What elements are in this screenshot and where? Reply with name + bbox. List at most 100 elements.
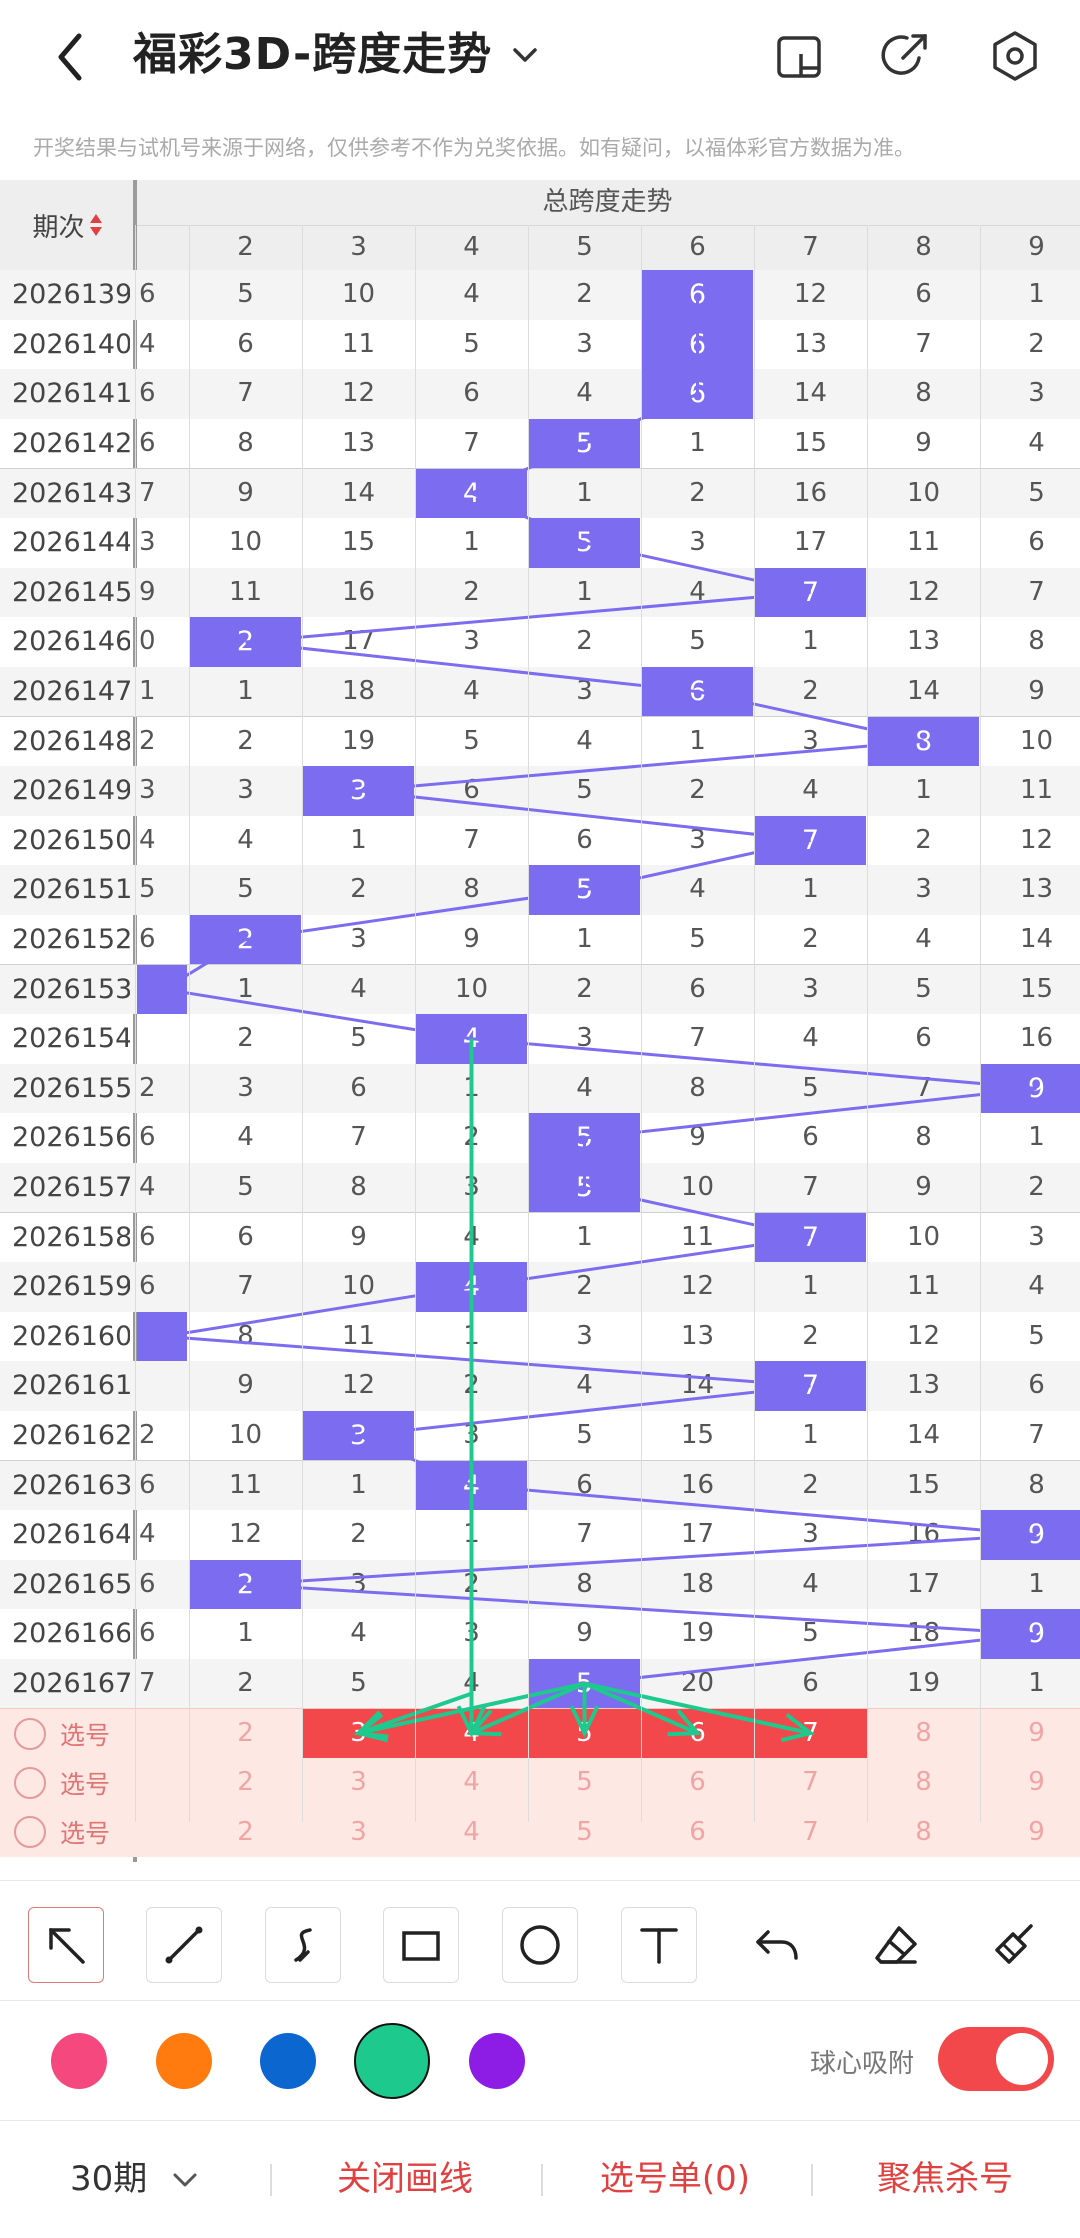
pick-label[interactable]: 选号 (14, 1808, 110, 1858)
pick-number[interactable]: 8 (915, 1816, 932, 1847)
table-row: 2026162 2 10 3 3 5 15 1 14 7 (0, 1410, 1080, 1461)
pick-number[interactable]: 4 (463, 1718, 480, 1749)
back-icon[interactable] (40, 22, 100, 92)
pointer-arrow-icon[interactable] (28, 1907, 104, 1983)
hit-cell: 3 (303, 766, 414, 816)
table-cell: 11 (228, 1470, 263, 1501)
radio-circle-icon[interactable] (14, 1816, 46, 1849)
color-swatch-blue[interactable] (260, 2033, 316, 2089)
pick-number[interactable]: 7 (802, 1816, 819, 1847)
color-picker-row: 球心吸附 (0, 2000, 1080, 2120)
table-cell: 9 (463, 923, 480, 954)
settings-icon[interactable] (987, 28, 1043, 84)
pick-number[interactable]: 3 (350, 1767, 367, 1797)
table-cell: 16 (906, 1519, 941, 1549)
column-divider (867, 225, 868, 1822)
pick-label[interactable]: 选号 (14, 1758, 110, 1808)
table-cell: 2 (915, 824, 932, 855)
period-number: 2026159 (12, 1271, 130, 1302)
pick-list-button[interactable]: 选号单(0) (599, 2159, 751, 2199)
table-cell: 1 (350, 824, 367, 855)
table-cell: 4 (802, 1023, 819, 1053)
pick-number[interactable]: 8 (915, 1767, 932, 1797)
table-cell: 3 (350, 923, 367, 954)
pick-number[interactable]: 5 (576, 1718, 593, 1749)
table-cell: 4 (576, 1370, 593, 1401)
line-icon[interactable] (146, 1907, 222, 1983)
table-cell: 16 (341, 576, 376, 607)
pick-number[interactable]: 4 (463, 1767, 480, 1797)
hit-cell: 6 (642, 270, 753, 320)
period-number: 2026139 (12, 279, 130, 310)
table-row: 2026166 6 1 4 3 9 19 5 18 9 (0, 1609, 1080, 1659)
table-row: 2026143 7 9 14 4 1 2 16 10 5 (0, 468, 1080, 518)
eraser-icon[interactable] (858, 1907, 934, 1983)
pick-label[interactable]: 选号 (14, 1709, 110, 1758)
radio-circle-icon[interactable] (14, 1766, 46, 1799)
color-swatch-green[interactable] (354, 2023, 430, 2099)
table-cell: 3 (1028, 1222, 1045, 1253)
pick-number[interactable]: 9 (1028, 1718, 1045, 1749)
table-cell: 12 (906, 1320, 941, 1351)
pick-number[interactable]: 5 (576, 1767, 593, 1797)
period-header[interactable]: 期次 (0, 180, 135, 270)
period-number: 2026140 (12, 328, 130, 360)
disclaimer-notice: 开奖结果与试机号来源于网络，仅供参考不作为兑奖依据。如有疑问，以福体彩官方数据为… (33, 136, 915, 160)
pick-number[interactable]: 2 (237, 1767, 254, 1797)
clear-brush-icon[interactable] (976, 1907, 1052, 1983)
pick-number[interactable]: 9 (1028, 1816, 1045, 1847)
text-icon[interactable] (621, 1907, 697, 1983)
table-cell: 4 (915, 923, 932, 954)
page-title[interactable]: 福彩3D-跨度走势 (133, 29, 493, 80)
table-cell: 4 (689, 576, 706, 607)
table-cell: 8 (1028, 1470, 1045, 1501)
partial-cell (137, 1014, 187, 1064)
hit-cell: 5 (529, 1113, 640, 1163)
period-number: 2026152 (12, 923, 130, 955)
table-row: 2026154 2 5 4 3 7 4 6 16 (0, 1014, 1080, 1064)
period-number: 2026148 (12, 726, 130, 758)
color-swatch-purple[interactable] (469, 2033, 525, 2089)
pick-number[interactable]: 2 (237, 1718, 254, 1749)
pick-number[interactable]: 2 (237, 1816, 254, 1847)
table-cell: 1 (689, 427, 706, 458)
close-draw-button[interactable]: 关闭画线 (337, 2159, 473, 2199)
rectangle-icon[interactable] (383, 1907, 459, 1983)
pick-number[interactable]: 8 (915, 1718, 932, 1749)
pick-number[interactable]: 9 (1028, 1767, 1045, 1797)
table-cell: 1 (802, 874, 819, 905)
table-cell: 16 (1019, 1023, 1054, 1053)
pick-number[interactable]: 6 (689, 1816, 706, 1847)
pick-number[interactable]: 3 (350, 1718, 367, 1749)
radio-circle-icon[interactable] (14, 1717, 46, 1750)
snap-toggle[interactable] (938, 2027, 1054, 2091)
layout-icon[interactable] (771, 28, 827, 84)
pick-number[interactable]: 6 (689, 1718, 706, 1749)
pick-number[interactable]: 6 (689, 1767, 706, 1797)
undo-icon[interactable] (739, 1907, 815, 1983)
circle-icon[interactable] (502, 1907, 578, 1983)
share-icon[interactable] (877, 28, 933, 84)
table-cell: 4 (350, 1618, 367, 1649)
sort-icon[interactable] (89, 212, 103, 238)
chevron-down-icon[interactable] (505, 35, 545, 75)
chevron-down-icon[interactable] (170, 2165, 200, 2195)
curve-icon[interactable] (265, 1907, 341, 1983)
pick-number[interactable]: 3 (350, 1816, 367, 1847)
table-cell: 8 (1028, 626, 1045, 657)
color-swatch-pink[interactable] (51, 2033, 107, 2089)
period-select[interactable]: 30期 (70, 2159, 148, 2199)
pick-number[interactable]: 4 (463, 1816, 480, 1847)
color-swatch-orange[interactable] (156, 2033, 212, 2089)
table-cell: 10 (906, 1222, 941, 1253)
table-cell: 3 (802, 974, 819, 1005)
partial-cell: 4 (139, 824, 156, 855)
pick-number[interactable]: 5 (576, 1816, 593, 1847)
pick-number[interactable]: 7 (802, 1767, 819, 1797)
table-cell: 11 (1019, 775, 1054, 805)
pick-number[interactable]: 7 (802, 1718, 819, 1749)
table-cell: 3 (576, 675, 593, 706)
table-cell: 15 (1019, 974, 1054, 1005)
focus-kill-button[interactable]: 聚焦杀号 (877, 2159, 1013, 2199)
table-cell: 9 (915, 1171, 932, 1202)
